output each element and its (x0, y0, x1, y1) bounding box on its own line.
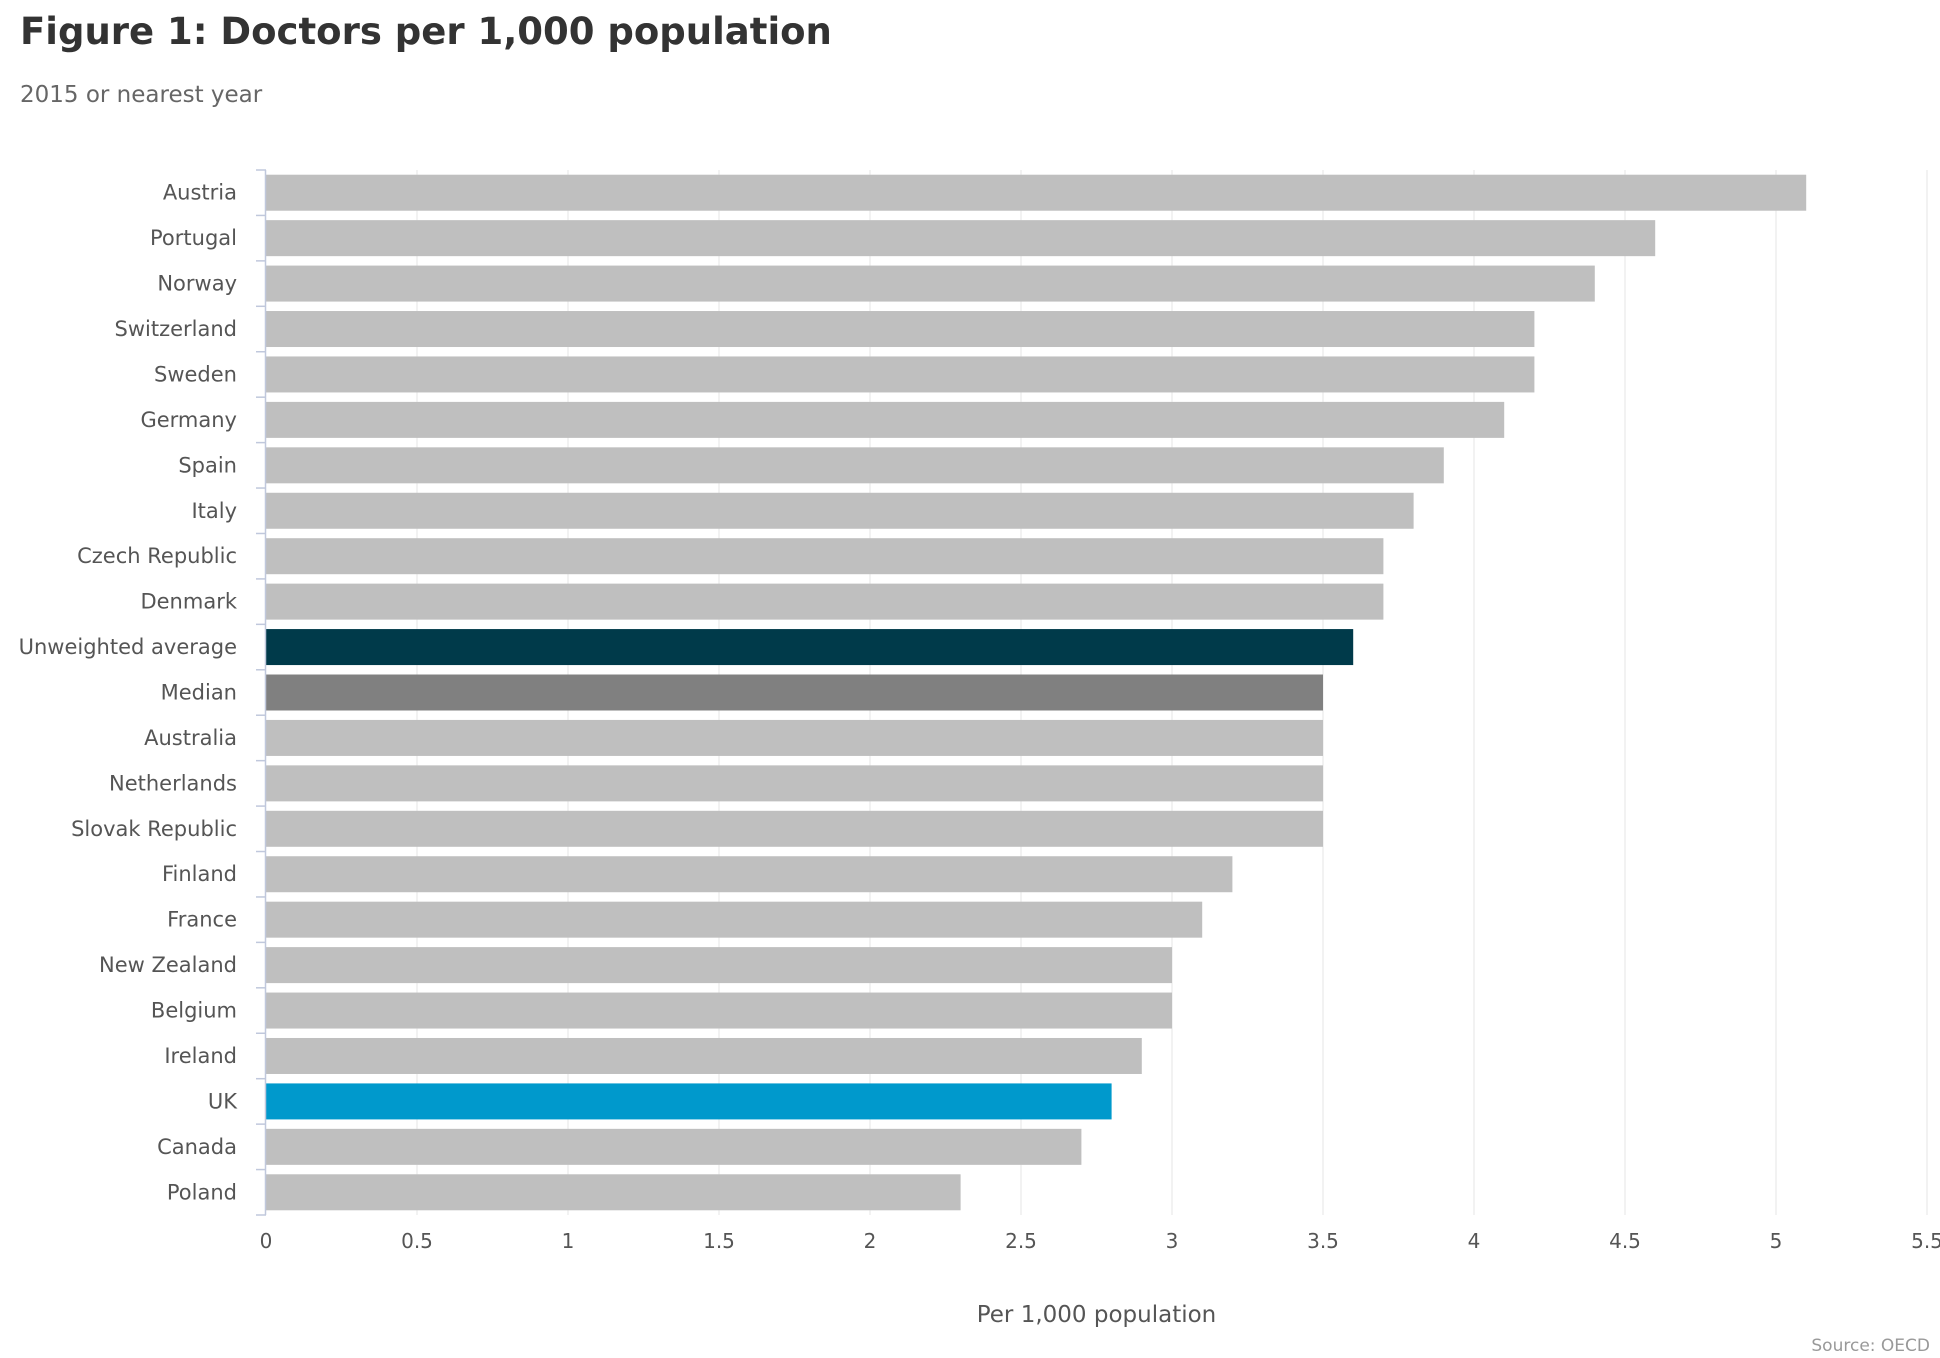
bar (266, 674, 1323, 711)
category-label: Germany (140, 408, 237, 432)
x-axis-title: Per 1,000 population (977, 1302, 1217, 1328)
category-label: Austria (163, 181, 237, 205)
x-axis-tick-labels: 0 0.5 1 1.5 2 2.5 3 3.5 4 4.5 5 5.5 (260, 1229, 1940, 1253)
bar (266, 765, 1323, 802)
chart-title: Figure 1: Doctors per 1,000 population (20, 10, 832, 53)
bar (266, 265, 1595, 302)
x-tick-label: 3 (1166, 1229, 1179, 1253)
bar (266, 447, 1444, 484)
bar (266, 583, 1384, 620)
category-label: Ireland (164, 1044, 237, 1068)
category-label: Poland (167, 1180, 237, 1204)
bar (266, 538, 1384, 575)
bar (266, 401, 1505, 438)
category-label: Netherlands (109, 771, 237, 795)
category-label: Czech Republic (77, 544, 237, 568)
bar (266, 1174, 961, 1211)
category-label: New Zealand (99, 953, 237, 977)
category-label: Median (161, 681, 237, 705)
category-label: Unweighted average (19, 635, 237, 659)
bar (266, 492, 1414, 529)
x-tick-label: 5.5 (1911, 1229, 1940, 1253)
category-labels: Austria Portugal Norway Switzerland Sweden Ge… (19, 181, 239, 1205)
bar (266, 1128, 1082, 1165)
y-axis (256, 169, 267, 1216)
bar (266, 856, 1233, 893)
bar (266, 356, 1535, 393)
source-note: Source: OECD (1811, 1336, 1930, 1356)
category-label: Spain (178, 453, 237, 477)
category-label: Italy (191, 499, 237, 523)
category-label: Denmark (140, 590, 237, 614)
category-label: Sweden (154, 362, 237, 386)
bar (266, 1083, 1112, 1120)
x-tick-label: 2 (864, 1229, 877, 1253)
category-label: UK (208, 1089, 238, 1113)
category-label: Portugal (150, 226, 237, 250)
category-label: Australia (144, 726, 237, 750)
x-tick-label: 0 (260, 1229, 273, 1253)
bar (266, 1037, 1142, 1074)
category-label: Finland (162, 862, 237, 886)
category-label: Switzerland (115, 317, 238, 341)
bar (266, 810, 1323, 847)
x-tick-label: 3.5 (1307, 1229, 1339, 1253)
bar (266, 901, 1203, 938)
category-label: France (167, 908, 237, 932)
category-label: Belgium (151, 999, 237, 1023)
x-tick-label: 1.5 (703, 1229, 735, 1253)
x-tick-label: 5 (1770, 1229, 1783, 1253)
x-tick-label: 2.5 (1005, 1229, 1037, 1253)
x-tick-label: 0.5 (401, 1229, 433, 1253)
x-tick-label: 4.5 (1609, 1229, 1641, 1253)
bar (266, 629, 1354, 666)
x-tick-label: 1 (562, 1229, 575, 1253)
bar (266, 220, 1656, 257)
bar (266, 992, 1172, 1029)
category-label: Slovak Republic (71, 817, 237, 841)
category-label: Canada (157, 1135, 237, 1159)
bar (266, 174, 1807, 211)
bar (266, 719, 1323, 756)
category-label: Norway (157, 272, 237, 296)
chart-subtitle: 2015 or nearest year (20, 82, 263, 108)
x-tick-label: 4 (1468, 1229, 1481, 1253)
bars (266, 174, 1807, 1211)
bar (266, 947, 1172, 984)
bar (266, 311, 1535, 348)
